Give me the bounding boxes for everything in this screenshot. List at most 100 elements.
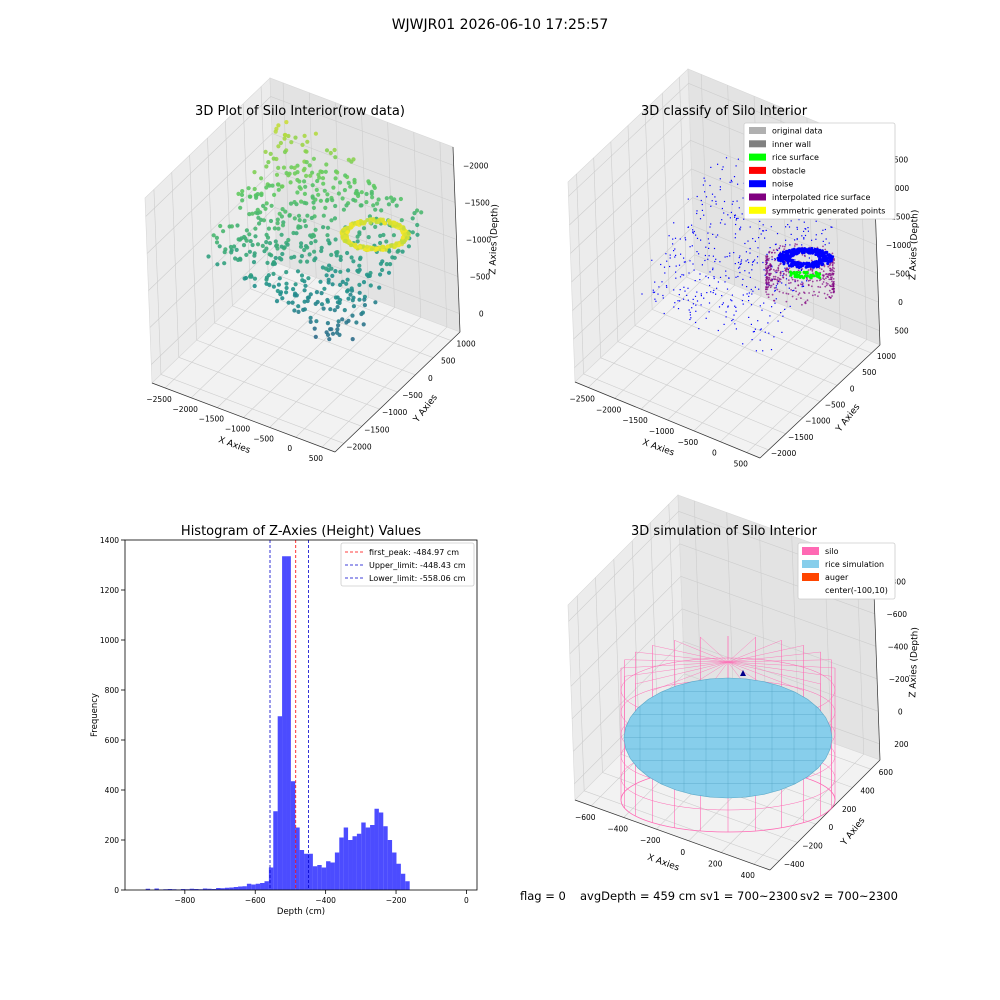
raw-data-point	[378, 233, 383, 238]
surface-point	[808, 248, 811, 252]
raw-data-point	[296, 224, 301, 229]
surface-point	[776, 257, 780, 260]
silo-wall-point	[833, 267, 835, 270]
silo-wall-point	[828, 284, 831, 287]
noise-point	[715, 203, 717, 205]
noise-point	[696, 251, 698, 253]
raw-data-point	[333, 155, 338, 160]
noise-point	[703, 297, 705, 299]
rice-surface-point	[812, 274, 816, 278]
silo-wall-point	[778, 247, 780, 250]
raw-data-point	[362, 220, 367, 225]
raw-data-point	[276, 187, 281, 192]
y-tick-label: −1000	[805, 417, 831, 426]
noise-point	[737, 275, 739, 278]
noise-point	[751, 269, 753, 271]
noise-point	[674, 302, 676, 304]
silo-wall-point	[791, 295, 794, 298]
raw-data-point	[244, 228, 249, 233]
noise-point	[787, 224, 789, 226]
noise-point	[751, 264, 753, 266]
raw-data-point	[283, 209, 288, 214]
raw-data-point	[303, 283, 308, 288]
noise-point	[707, 258, 709, 260]
raw-data-point	[280, 184, 285, 189]
raw-data-point	[305, 259, 310, 264]
noise-point	[708, 255, 710, 257]
surface-point	[797, 250, 801, 254]
noise-point	[785, 226, 787, 228]
noise-point	[742, 197, 744, 199]
raw-data-point	[346, 157, 351, 162]
silo-wall-point	[788, 282, 790, 285]
noise-point	[724, 256, 726, 258]
raw-data-point	[302, 166, 307, 171]
raw-data-point	[326, 277, 331, 282]
histogram-bar	[370, 825, 375, 890]
noise-point	[718, 306, 721, 308]
silo-wall-point	[769, 263, 772, 265]
x-axis-line	[574, 381, 761, 459]
raw-data-point	[274, 243, 280, 248]
raw-data-point	[276, 282, 281, 287]
histogram-bar	[167, 889, 173, 890]
raw-data-point	[278, 140, 283, 146]
noise-point	[705, 196, 708, 198]
raw-data-point	[388, 195, 394, 200]
raw-data-point	[294, 293, 299, 298]
raw-data-point	[295, 269, 301, 274]
x-tick-label: 0	[680, 848, 685, 857]
raw-data-point	[312, 258, 317, 263]
noise-point	[699, 279, 701, 281]
z-tick-label: −400	[888, 642, 909, 651]
noise-point	[727, 305, 729, 307]
z-tick-label: 200	[894, 740, 909, 749]
silo-wall-point	[770, 268, 772, 271]
silo-wall-point	[796, 243, 798, 246]
noise-point	[725, 275, 727, 277]
noise-point	[784, 267, 786, 269]
histogram-bar	[343, 827, 349, 890]
silo-wall-point	[809, 279, 811, 282]
histogram-bar	[251, 884, 256, 890]
noise-point	[780, 312, 782, 314]
raw-data-point	[313, 239, 318, 244]
raw-data-point	[399, 218, 404, 223]
noise-point	[775, 298, 777, 300]
noise-point	[688, 309, 690, 311]
noise-point	[801, 235, 803, 237]
noise-point	[731, 181, 733, 183]
raw-data-point	[366, 235, 371, 240]
noise-point	[764, 274, 766, 276]
raw-data-point	[348, 184, 353, 189]
y-tick-label: −1500	[788, 433, 814, 442]
raw-data-point	[282, 149, 288, 155]
noise-point	[711, 200, 713, 202]
silo-wall-point	[776, 271, 778, 273]
noise-point	[731, 294, 733, 296]
raw-data-point	[340, 317, 345, 322]
noise-point	[766, 253, 768, 255]
noise-point	[775, 285, 777, 287]
raw-data-point	[266, 226, 271, 231]
z-tick-label: −1000	[466, 236, 492, 245]
silo-wall-point	[831, 273, 833, 276]
raw-data-point	[257, 221, 262, 226]
surface-point	[829, 254, 833, 258]
raw-data-point	[281, 165, 287, 170]
noise-point	[707, 232, 709, 234]
raw-data-point	[330, 273, 335, 278]
raw-data-point	[305, 245, 310, 250]
noise-point	[669, 254, 671, 256]
raw-data-point	[247, 212, 252, 217]
avg-depth-readout: avgDepth = 459 cm	[580, 889, 697, 903]
silo-wall-point	[807, 283, 810, 286]
silo-wall-point	[768, 257, 770, 260]
raw-data-point	[289, 255, 294, 260]
noise-point	[771, 258, 773, 261]
noise-point	[822, 240, 824, 242]
noise-point	[726, 256, 728, 258]
raw-data-point	[331, 185, 336, 190]
raw-data-point	[350, 337, 355, 342]
silo-wall-point	[775, 269, 778, 272]
